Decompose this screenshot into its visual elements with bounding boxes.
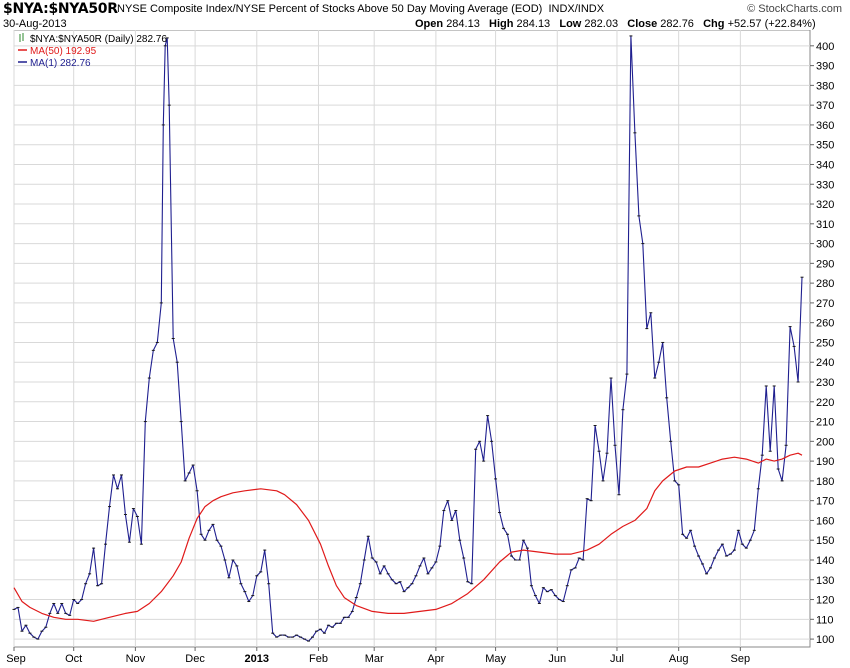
x-axis: Sep Oct Nov Dec 2013 Feb Mar Apr May Jun Jul Aug Sep [6,647,750,665]
y-tick-label: 120 [816,595,834,607]
x-tick-label: Jun [548,653,566,665]
legend-label: $NYA:$NYA50R (Daily) 282.76 [30,34,167,45]
y-tick-label: 220 [816,397,834,409]
y-tick-label: 140 [816,555,834,567]
x-tick-label: Nov [126,653,146,665]
y-tick-label: 110 [816,614,834,626]
price-chart[interactable]: 100 110 120 130 140 150 160 170 180 190 200 210 220 2… [0,30,850,668]
y-tick-label: 130 [816,575,834,587]
y-tick-label: 330 [816,179,834,191]
plot-area [13,30,811,648]
x-tick-label: May [485,653,506,665]
y-tick-label: 240 [816,357,834,369]
exchange-text: INDX/INDX [548,3,605,15]
chart-date: 30-Aug-2013 [3,18,67,30]
y-tick-label: 380 [816,80,834,92]
y-tick-label: 370 [816,100,834,112]
legend-label: MA(50) 192.95 [30,46,97,57]
open-value: 284.13 [446,18,480,30]
y-tick-label: 170 [816,496,834,508]
y-tick-label: 340 [816,159,834,171]
description-text: NYSE Composite Index/NYSE Percent of Sto… [117,3,543,15]
x-tick-label: Feb [309,653,328,665]
y-tick-label: 400 [816,41,834,53]
series-group [12,35,804,642]
y-tick-label: 200 [816,436,834,448]
y-tick-label: 270 [816,298,834,310]
chart-description: NYSE Composite Index/NYSE Percent of Sto… [117,3,604,15]
x-tick-label: Apr [427,653,444,665]
y-tick-label: 160 [816,515,834,527]
y-tick-label: 150 [816,535,834,547]
y-tick-label: 230 [816,377,834,389]
y-tick-label: 320 [816,199,834,211]
y-tick-label: 290 [816,258,834,270]
x-tick-label: Sep [6,653,26,665]
open-label: Open [415,18,444,30]
x-tick-label: Aug [669,653,689,665]
y-tick-label: 300 [816,239,834,251]
brand-link[interactable]: © StockCharts.com [747,3,842,15]
series-line-ma50 [13,452,803,622]
high-label: High [489,18,514,30]
low-label: Low [559,18,582,30]
y-tick-label: 390 [816,61,834,73]
y-tick-label: 210 [816,417,834,429]
y-tick-label: 190 [816,456,834,468]
y-tick-label: 100 [816,634,834,646]
ohlc-readout: Open 284.13 High 284.13 Low 282.03 Close… [415,18,816,30]
x-tick-label: Oct [65,653,82,665]
y-tick-label: 180 [816,476,834,488]
y-tick-label: 350 [816,140,834,152]
x-tick-label: Sep [731,653,751,665]
y-tick-label: 260 [816,318,834,330]
y-tick-label: 280 [816,278,834,290]
low-value: 282.03 [584,18,619,30]
x-tick-label: 2013 [245,653,269,665]
legend-label: MA(1) 282.76 [30,58,91,69]
x-tick-label: Mar [365,653,384,665]
x-tick-label: Jul [610,653,624,665]
close-label: Close [627,18,658,30]
y-axis: 100 110 120 130 140 150 160 170 180 190 200 210 220 2… [810,41,834,646]
x-tick-label: Dec [185,653,205,665]
y-tick-label: 250 [816,337,834,349]
chg-value: +52.57 (+22.84%) [727,18,816,30]
chart-symbol: $NYA:$NYA50R [3,1,118,17]
close-value: 282.76 [660,18,694,30]
y-tick-label: 360 [816,120,834,132]
high-value: 284.13 [516,18,551,30]
chg-label: Chg [703,18,725,30]
y-tick-label: 310 [816,219,834,231]
